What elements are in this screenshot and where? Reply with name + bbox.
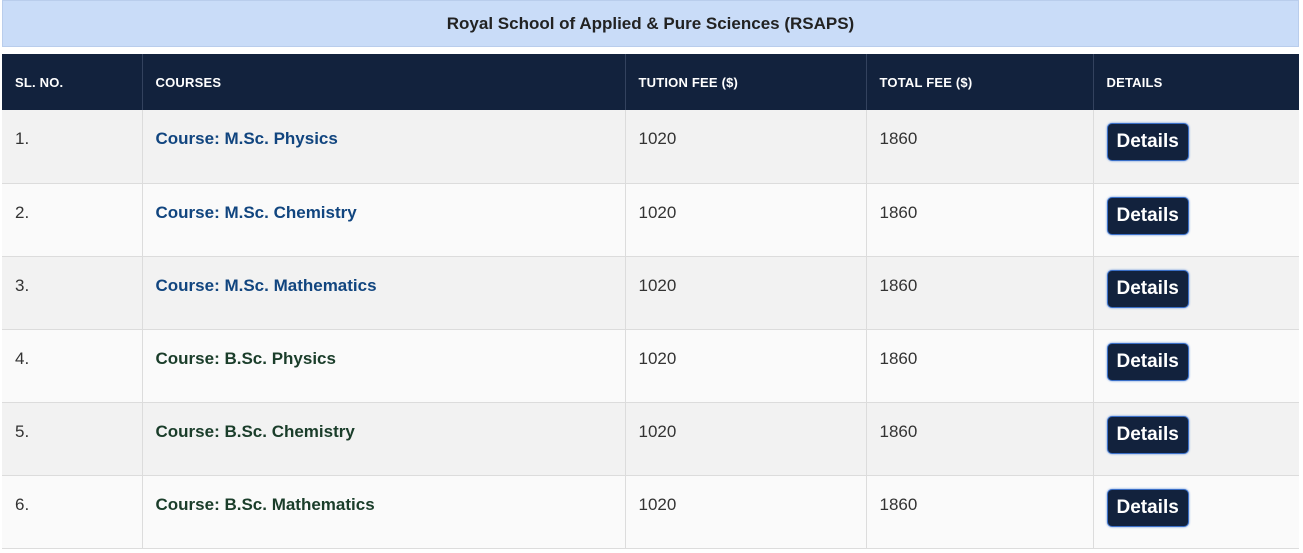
total-fee-cell: 1860 bbox=[866, 329, 1094, 403]
course-cell: Course: M.Sc. Mathematics bbox=[142, 256, 626, 330]
header-total-fee: TOTAL FEE ($) bbox=[866, 54, 1094, 110]
details-cell: Details bbox=[1093, 183, 1299, 257]
details-button[interactable]: Details bbox=[1106, 488, 1189, 527]
table-row: 5. Course: B.Sc. Chemistry 1020 1860 Det… bbox=[2, 402, 1299, 476]
course-link[interactable]: Course: M.Sc. Chemistry bbox=[155, 202, 357, 222]
details-button[interactable]: Details bbox=[1106, 269, 1189, 308]
sl-no-cell: 6. bbox=[2, 475, 143, 549]
sl-no-cell: 5. bbox=[2, 402, 143, 476]
header-details: DETAILS bbox=[1093, 54, 1299, 110]
details-cell: Details bbox=[1093, 329, 1299, 403]
course-link[interactable]: Course: B.Sc. Chemistry bbox=[155, 421, 355, 441]
header-tuition-fee: TUTION FEE ($) bbox=[625, 54, 867, 110]
table-row: 3. Course: M.Sc. Mathematics 1020 1860 D… bbox=[2, 256, 1299, 330]
header-courses: COURSES bbox=[142, 54, 626, 110]
course-link[interactable]: Course: M.Sc. Mathematics bbox=[155, 275, 377, 295]
tuition-fee-cell: 1020 bbox=[625, 110, 867, 184]
details-button[interactable]: Details bbox=[1106, 342, 1189, 381]
total-fee-cell: 1860 bbox=[866, 256, 1094, 330]
fee-table: SL. NO. COURSES TUTION FEE ($) TOTAL FEE… bbox=[2, 54, 1299, 549]
total-fee-cell: 1860 bbox=[866, 110, 1094, 184]
details-button[interactable]: Details bbox=[1106, 123, 1189, 161]
course-cell: Course: B.Sc. Physics bbox=[142, 329, 626, 403]
course-link[interactable]: Course: B.Sc. Mathematics bbox=[155, 494, 375, 514]
details-button[interactable]: Details bbox=[1106, 196, 1189, 235]
total-fee-cell: 1860 bbox=[866, 475, 1094, 549]
tuition-fee-cell: 1020 bbox=[625, 402, 867, 476]
tuition-fee-cell: 1020 bbox=[625, 475, 867, 549]
table-header-row: SL. NO. COURSES TUTION FEE ($) TOTAL FEE… bbox=[2, 54, 1299, 110]
details-cell: Details bbox=[1093, 256, 1299, 330]
course-link[interactable]: Course: B.Sc. Physics bbox=[155, 348, 336, 368]
tuition-fee-cell: 1020 bbox=[625, 256, 867, 330]
table-row: 4. Course: B.Sc. Physics 1020 1860 Detai… bbox=[2, 329, 1299, 403]
course-link[interactable]: Course: M.Sc. Physics bbox=[155, 129, 338, 148]
course-cell: Course: M.Sc. Chemistry bbox=[142, 183, 626, 257]
course-cell: Course: M.Sc. Physics bbox=[142, 110, 626, 184]
table-row: 1. Course: M.Sc. Physics 1020 1860 Detai… bbox=[2, 110, 1299, 184]
details-button[interactable]: Details bbox=[1106, 415, 1189, 454]
sl-no-cell: 3. bbox=[2, 256, 143, 330]
tuition-fee-cell: 1020 bbox=[625, 183, 867, 257]
table-row: 2. Course: M.Sc. Chemistry 1020 1860 Det… bbox=[2, 183, 1299, 257]
sl-no-cell: 2. bbox=[2, 183, 143, 257]
details-cell: Details bbox=[1093, 110, 1299, 184]
course-cell: Course: B.Sc. Chemistry bbox=[142, 402, 626, 476]
total-fee-cell: 1860 bbox=[866, 402, 1094, 476]
sl-no-cell: 4. bbox=[2, 329, 143, 403]
course-cell: Course: B.Sc. Mathematics bbox=[142, 475, 626, 549]
school-title-banner: Royal School of Applied & Pure Sciences … bbox=[2, 0, 1299, 47]
sl-no-cell: 1. bbox=[2, 110, 143, 184]
table-row: 6. Course: B.Sc. Mathematics 1020 1860 D… bbox=[2, 475, 1299, 549]
details-cell: Details bbox=[1093, 402, 1299, 476]
school-title: Royal School of Applied & Pure Sciences … bbox=[446, 13, 855, 33]
details-cell: Details bbox=[1093, 475, 1299, 549]
tuition-fee-cell: 1020 bbox=[625, 329, 867, 403]
total-fee-cell: 1860 bbox=[866, 183, 1094, 257]
header-sl-no: SL. NO. bbox=[2, 54, 143, 110]
